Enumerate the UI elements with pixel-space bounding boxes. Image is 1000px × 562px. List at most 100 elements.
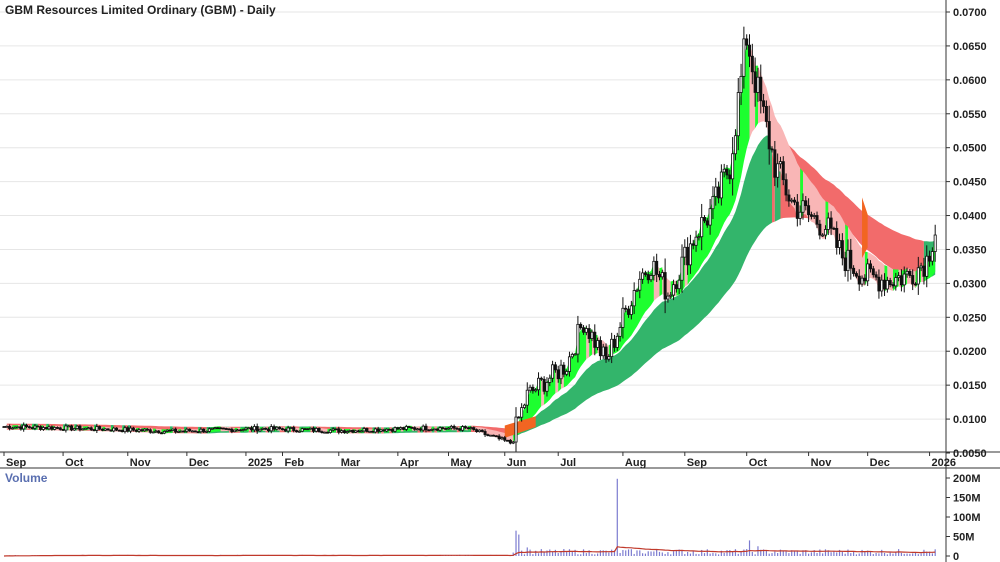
candle-body xyxy=(323,431,327,434)
candle-body xyxy=(233,429,237,433)
candle-body xyxy=(126,427,130,432)
candle-body xyxy=(812,215,816,217)
candle-body xyxy=(607,356,611,360)
date-tick-label: Oct xyxy=(65,457,84,469)
date-tick-label: 2026 xyxy=(932,457,956,469)
candle-body xyxy=(798,211,802,219)
candle-body xyxy=(562,364,566,375)
candle-body xyxy=(728,174,732,180)
candle-body xyxy=(691,243,695,246)
candle-body xyxy=(795,201,799,219)
candle-body xyxy=(354,430,358,433)
date-tick-label: Nov xyxy=(130,457,152,469)
candle-body xyxy=(281,428,285,431)
candle-body xyxy=(250,427,254,431)
candle-body xyxy=(517,416,521,419)
candle-body xyxy=(230,428,234,433)
price-candles xyxy=(2,26,937,452)
candle-body xyxy=(570,353,574,358)
candle-body xyxy=(776,163,780,178)
candle-body xyxy=(401,427,405,430)
candle-body xyxy=(711,196,715,210)
candle-body xyxy=(489,434,493,437)
candle-body xyxy=(857,275,861,285)
candle-body xyxy=(553,364,557,371)
candle-body xyxy=(492,434,496,437)
date-tick-label: Jun xyxy=(507,457,527,469)
candle-body xyxy=(511,441,515,444)
candle-body xyxy=(356,430,360,433)
candle-body xyxy=(154,430,158,433)
candle-body xyxy=(371,430,375,433)
candle-body xyxy=(95,426,99,431)
candle-body xyxy=(899,275,903,286)
volume-tick-label: 0 xyxy=(953,551,959,562)
candle-body xyxy=(421,425,425,431)
candle-body xyxy=(297,430,301,433)
candle-body xyxy=(264,427,268,430)
candle-body xyxy=(674,284,678,290)
candle-body xyxy=(466,427,470,430)
candle-body xyxy=(86,427,90,430)
candle-body xyxy=(30,427,34,429)
candle-body xyxy=(244,427,248,430)
candle-body xyxy=(27,426,31,429)
candle-body xyxy=(47,426,51,430)
candle-body xyxy=(748,44,752,57)
candle-body xyxy=(666,295,670,300)
date-tick-label: May xyxy=(450,457,472,469)
candle-body xyxy=(283,428,287,432)
candle-body xyxy=(582,327,586,333)
candle-body xyxy=(612,338,616,348)
candle-body xyxy=(446,427,450,430)
long-term-band xyxy=(780,138,924,279)
candle-body xyxy=(137,429,141,432)
candle-body xyxy=(376,428,380,432)
candle-body xyxy=(337,428,341,433)
candle-body xyxy=(891,284,895,287)
candle-body xyxy=(883,279,887,290)
candle-body xyxy=(874,274,878,278)
candle-body xyxy=(916,267,920,285)
price-tick-label: 0.0600 xyxy=(953,75,987,87)
candle-body xyxy=(500,437,504,440)
volume-tick-label: 200M xyxy=(953,473,981,485)
candle-body xyxy=(41,427,45,430)
candle-body xyxy=(151,431,155,434)
candle-body xyxy=(196,431,200,434)
candle-body xyxy=(190,430,194,433)
candle-body xyxy=(663,272,667,300)
candle-body xyxy=(185,428,189,432)
candle-body xyxy=(829,217,833,229)
candle-body xyxy=(632,290,636,307)
volume-tick-label: 100M xyxy=(953,512,981,524)
short-term-band xyxy=(758,65,801,220)
candle-body xyxy=(708,208,712,226)
indicator-bands xyxy=(6,44,936,444)
candle-body xyxy=(309,427,313,430)
candle-body xyxy=(320,431,324,434)
candle-body xyxy=(677,279,681,290)
price-tick-label: 0.0500 xyxy=(953,143,987,155)
candle-body xyxy=(475,429,479,433)
candle-body xyxy=(416,428,420,431)
price-tick-label: 0.0050 xyxy=(953,448,987,460)
candle-body xyxy=(483,431,487,436)
candle-body xyxy=(92,429,96,432)
candle-body xyxy=(742,38,746,77)
candle-body xyxy=(494,435,498,438)
candle-body xyxy=(81,428,85,431)
candle-body xyxy=(537,377,541,391)
candle-body xyxy=(317,428,321,433)
candle-body xyxy=(919,265,923,269)
candle-body xyxy=(269,426,273,432)
date-tick-label: Sep xyxy=(687,457,707,469)
candle-body xyxy=(860,277,864,285)
candle-body xyxy=(596,340,600,348)
candle-body xyxy=(717,186,721,199)
volume-bars xyxy=(3,478,936,557)
candle-body xyxy=(657,274,661,278)
candle-body xyxy=(646,274,650,281)
candle-body xyxy=(821,234,825,237)
candle-body xyxy=(340,430,344,433)
